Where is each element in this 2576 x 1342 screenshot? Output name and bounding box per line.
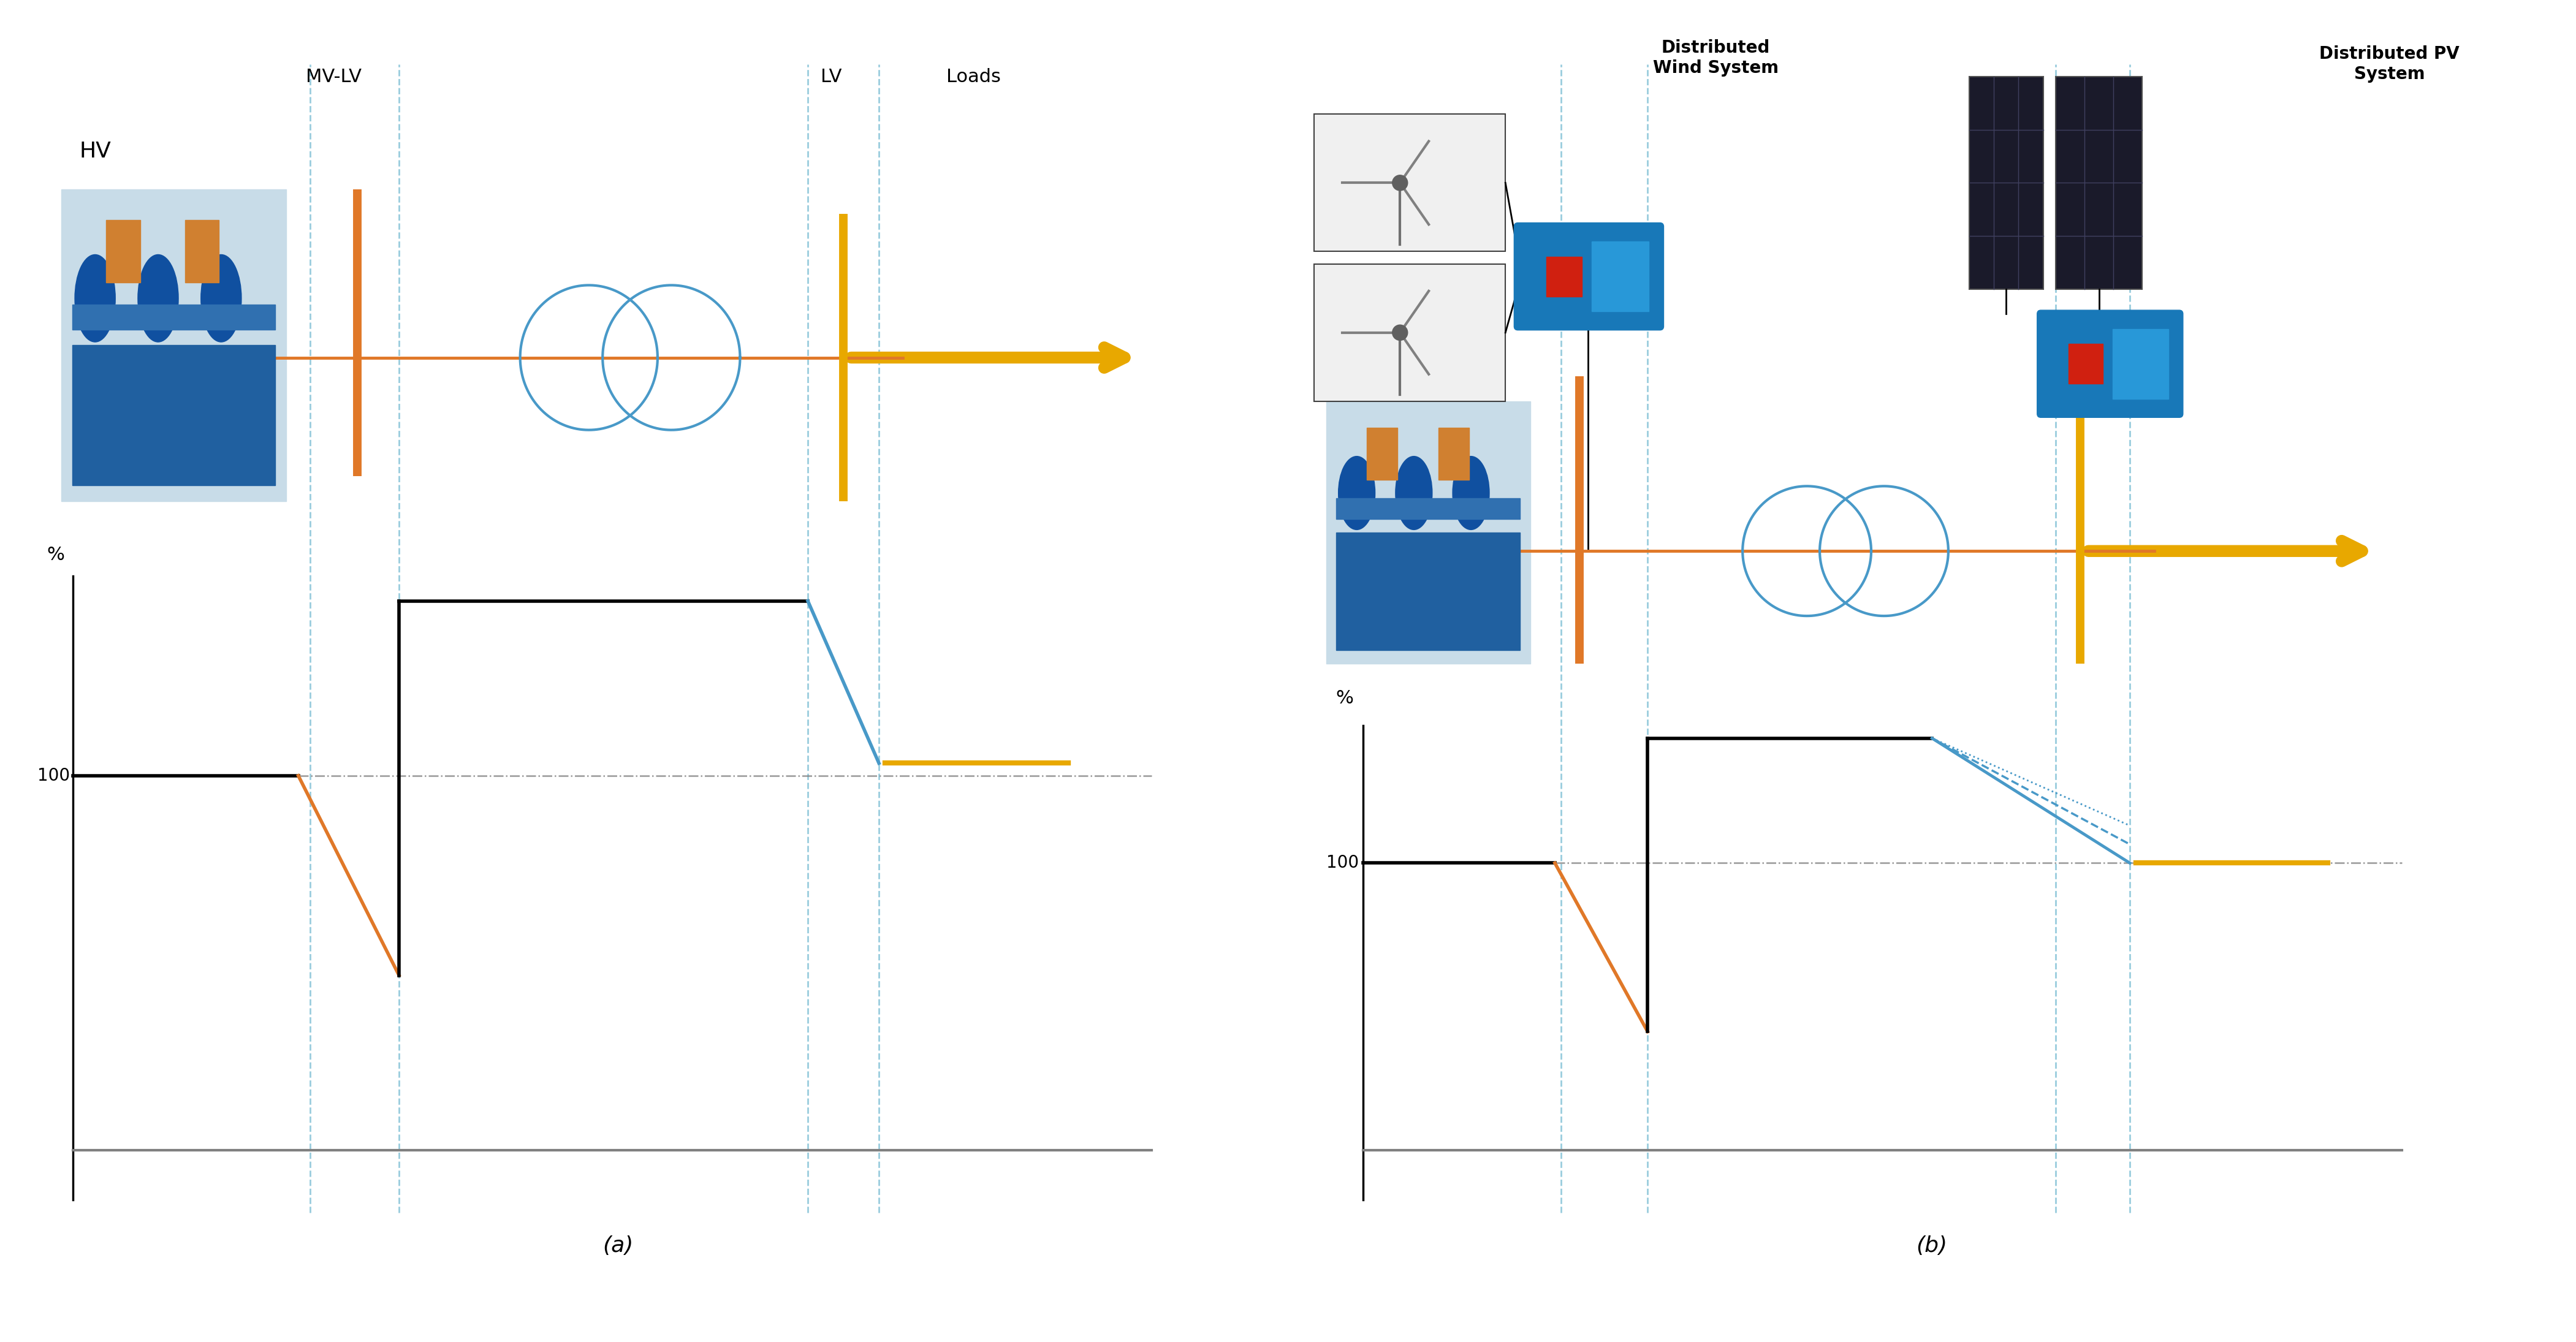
Bar — [1327, 401, 1530, 663]
Text: Distributed PV
System: Distributed PV System — [2318, 46, 2460, 83]
Bar — [72, 305, 276, 330]
Bar — [1437, 428, 1468, 480]
Bar — [1368, 428, 1399, 480]
Bar — [1337, 498, 1520, 519]
Bar — [72, 345, 276, 486]
Text: MV-LV: MV-LV — [307, 68, 361, 86]
Text: 100: 100 — [39, 768, 70, 784]
Bar — [1546, 256, 1582, 297]
Circle shape — [1394, 325, 1406, 341]
Text: 100: 100 — [1327, 855, 1358, 871]
Text: LV: LV — [822, 68, 842, 86]
Bar — [185, 220, 219, 283]
Bar — [1968, 76, 2043, 289]
Ellipse shape — [1453, 456, 1489, 530]
Ellipse shape — [201, 255, 242, 342]
Bar — [106, 220, 139, 283]
Bar — [1314, 264, 1504, 401]
Ellipse shape — [1340, 456, 1376, 530]
Text: (b): (b) — [1917, 1236, 1947, 1256]
Text: Loads: Loads — [945, 68, 1002, 86]
FancyBboxPatch shape — [2038, 310, 2182, 417]
Ellipse shape — [75, 255, 116, 342]
Ellipse shape — [139, 255, 178, 342]
Bar — [1314, 114, 1504, 251]
Text: (a): (a) — [603, 1236, 634, 1256]
Bar — [1592, 242, 1649, 311]
Ellipse shape — [1396, 456, 1432, 530]
Bar — [2069, 344, 2102, 384]
Bar — [62, 189, 286, 501]
Text: %: % — [46, 546, 64, 564]
Bar — [1337, 533, 1520, 651]
Text: HV: HV — [80, 141, 111, 162]
Bar — [2056, 76, 2143, 289]
Circle shape — [1394, 174, 1406, 191]
Bar — [2112, 329, 2169, 399]
FancyBboxPatch shape — [1515, 223, 1664, 330]
Text: %: % — [1337, 690, 1352, 707]
Text: Distributed
Wind System: Distributed Wind System — [1654, 39, 1777, 76]
